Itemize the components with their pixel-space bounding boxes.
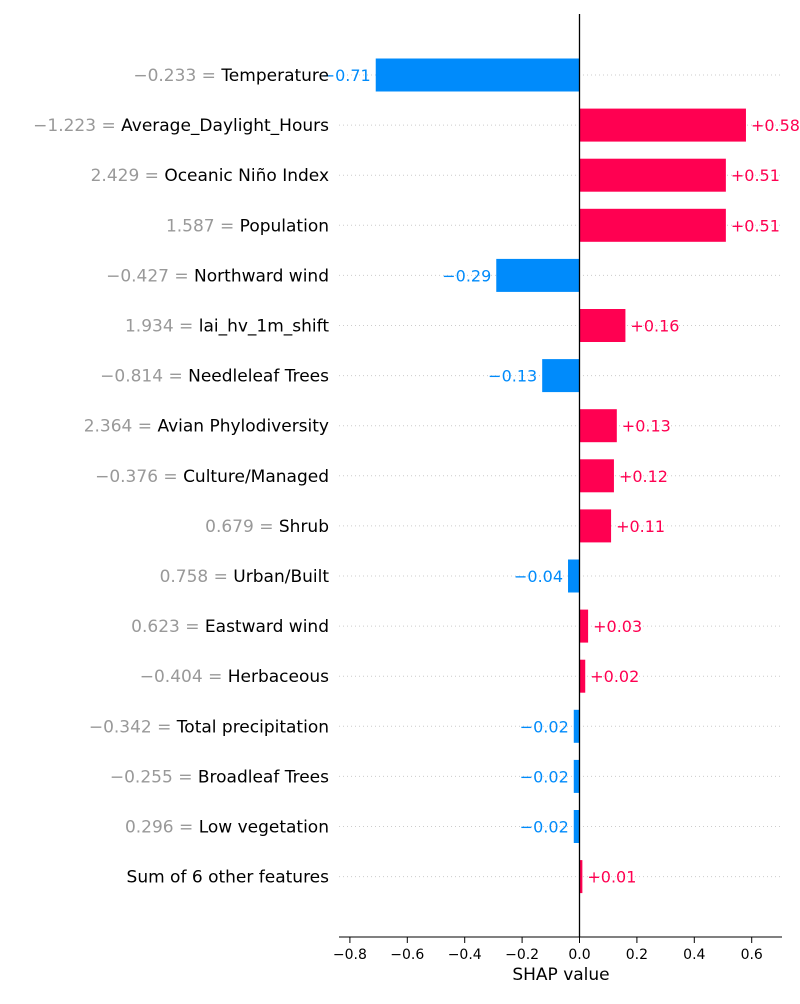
shap-value-label: +0.16 [630, 317, 679, 336]
feature-value: −0.814 = [100, 367, 188, 387]
shap-value-label: +0.03 [593, 617, 642, 636]
feature-value: 0.296 = [125, 818, 199, 838]
x-axis-title: SHAP value [512, 965, 609, 985]
shap-bar [573, 759, 580, 793]
feature-value: −0.342 = [89, 717, 177, 737]
shap-bar [568, 559, 580, 593]
shap-value-label: +0.11 [616, 517, 665, 536]
feature-label: 0.623 = Eastward wind [131, 617, 329, 637]
shap-bar [496, 258, 580, 292]
x-tick-label: −0.2 [505, 947, 539, 963]
feature-label: 1.587 = Population [166, 216, 329, 236]
feature-name: Population [240, 216, 329, 236]
feature-value: 0.758 = [160, 567, 234, 587]
shap-value-label: −0.02 [520, 818, 569, 837]
feature-label: 0.296 = Low vegetation [125, 818, 329, 838]
feature-value: −0.233 = [133, 66, 221, 86]
feature-value: 2.429 = [91, 166, 165, 186]
feature-label: 0.758 = Urban/Built [160, 567, 330, 587]
feature-value: 2.364 = [84, 417, 158, 437]
feature-label: 0.679 = Shrub [205, 517, 329, 537]
shap-value-label: −0.71 [322, 66, 371, 85]
shap-bar [579, 309, 626, 342]
feature-label: −0.233 = Temperature [133, 66, 329, 86]
feature-name: Temperature [220, 66, 329, 86]
feature-name: Oceanic Niño Index [164, 166, 329, 186]
shap-bar [579, 860, 583, 894]
shap-bar [573, 810, 580, 843]
feature-label: Sum of 6 other features [127, 868, 330, 888]
feature-label-layer: −0.71−0.233 = Temperature+0.58−1.223 = A… [33, 66, 800, 888]
shap-bar [375, 58, 580, 92]
feature-label: 2.429 = Oceanic Niño Index [91, 166, 329, 186]
shap-value-label: −0.29 [442, 266, 491, 285]
feature-name: Broadleaf Trees [198, 767, 329, 787]
shap-bar [579, 609, 589, 643]
x-tick-label: −0.6 [390, 947, 424, 963]
feature-name: Eastward wind [205, 617, 329, 637]
shap-value-label: +0.13 [622, 417, 671, 436]
shap-value-label: +0.58 [751, 116, 800, 135]
x-tick-label: −0.4 [448, 947, 482, 963]
x-tick-label: 0.0 [568, 947, 590, 963]
x-axis: −0.8 −0.6 −0.4 −0.2 0.0 0.2 0.4 0.6 [333, 14, 782, 963]
x-tick-label: 0.6 [741, 947, 763, 963]
shap-bar [573, 709, 580, 743]
feature-value: 1.587 = [166, 216, 240, 236]
feature-value: −1.223 = [33, 116, 121, 136]
shap-value-label: −0.02 [520, 717, 569, 736]
feature-name: Total precipitation [176, 717, 329, 737]
feature-value: −0.427 = [106, 266, 194, 286]
feature-value: −0.404 = [140, 667, 228, 687]
shap-bar [579, 459, 614, 493]
x-tick-label: 0.4 [683, 947, 705, 963]
feature-name: Low vegetation [199, 818, 329, 838]
shap-bar [579, 659, 586, 693]
grid-layer [339, 74, 782, 878]
feature-label: −0.427 = Northward wind [106, 266, 329, 286]
shap-value-label: +0.12 [619, 467, 668, 486]
shap-bar [542, 359, 580, 393]
feature-name: Herbaceous [228, 667, 329, 687]
shap-value-label: +0.51 [731, 216, 780, 235]
shap-bar [579, 509, 612, 543]
feature-value: 0.623 = [131, 617, 205, 637]
shap-bar [579, 108, 746, 142]
shap-value-label: +0.51 [731, 166, 780, 185]
shap-value-label: +0.01 [587, 868, 636, 887]
feature-name: Avian Phylodiversity [157, 417, 329, 437]
feature-name: Urban/Built [233, 567, 329, 587]
feature-value: 1.934 = [125, 317, 199, 337]
shap-bar [579, 208, 726, 242]
feature-name: Sum of 6 other features [127, 868, 330, 888]
feature-value: 0.679 = [205, 517, 279, 537]
shap-bar [579, 158, 726, 192]
feature-value: −0.376 = [95, 467, 183, 487]
feature-name: Needleleaf Trees [188, 367, 329, 387]
feature-value: −0.255 = [110, 767, 198, 787]
shap-value-label: −0.02 [520, 767, 569, 786]
shap-bar [579, 409, 617, 443]
x-tick-label: 0.2 [626, 947, 648, 963]
x-tick-label: −0.8 [333, 947, 367, 963]
feature-label: −0.342 = Total precipitation [89, 717, 329, 737]
feature-label: −0.814 = Needleleaf Trees [100, 367, 329, 387]
feature-label: −0.404 = Herbaceous [140, 667, 329, 687]
feature-label: −0.255 = Broadleaf Trees [110, 767, 329, 787]
feature-name: Culture/Managed [183, 467, 329, 487]
feature-label: −1.223 = Average_Daylight_Hours [33, 116, 329, 136]
bar-layer [375, 58, 746, 894]
shap-value-label: +0.02 [590, 667, 639, 686]
feature-name: Northward wind [194, 266, 329, 286]
feature-label: 1.934 = lai_hv_1m_shift [125, 317, 329, 337]
shap-value-label: −0.04 [514, 567, 563, 586]
feature-name: Shrub [279, 517, 329, 537]
feature-label: −0.376 = Culture/Managed [95, 467, 329, 487]
feature-label: 2.364 = Avian Phylodiversity [84, 417, 329, 437]
feature-name: lai_hv_1m_shift [199, 317, 330, 337]
shap-value-label: −0.13 [488, 367, 537, 386]
feature-name: Average_Daylight_Hours [121, 116, 329, 136]
